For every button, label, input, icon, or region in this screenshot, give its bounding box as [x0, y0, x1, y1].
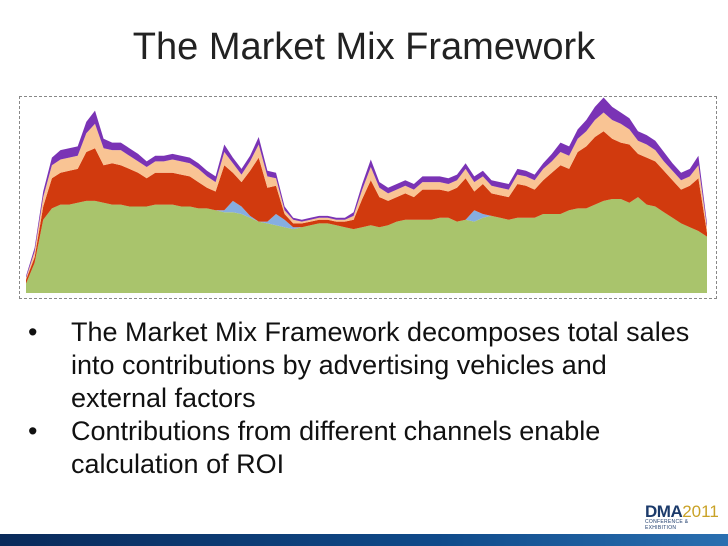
bullet-text: The Market Mix Framework decomposes tota… — [71, 317, 690, 413]
bullet-list: • The Market Mix Framework decomposes to… — [26, 316, 706, 481]
bullet-item: • Contributions from different channels … — [26, 415, 706, 481]
bullet-glyph: • — [28, 416, 38, 446]
bullet-text: Contributions from different channels en… — [71, 416, 601, 479]
dma-logo: DMA2011 CONFERENCE & EXHIBITION — [645, 502, 721, 531]
chart-frame — [19, 96, 717, 299]
bullet-item: • The Market Mix Framework decomposes to… — [26, 316, 706, 415]
area-series-2 — [26, 131, 707, 284]
logo-year-text: 2011 — [682, 502, 719, 521]
slide-title: The Market Mix Framework — [132, 26, 596, 68]
stacked-area-chart — [26, 97, 707, 293]
area-series-0 — [26, 197, 707, 293]
footer-bar — [0, 534, 728, 546]
area-series-3 — [26, 112, 707, 280]
logo-sub-text: CONFERENCE & EXHIBITION — [645, 519, 689, 531]
logo-main-text: DMA — [645, 502, 683, 521]
area-series-4 — [26, 97, 707, 278]
bullet-glyph: • — [28, 317, 38, 347]
